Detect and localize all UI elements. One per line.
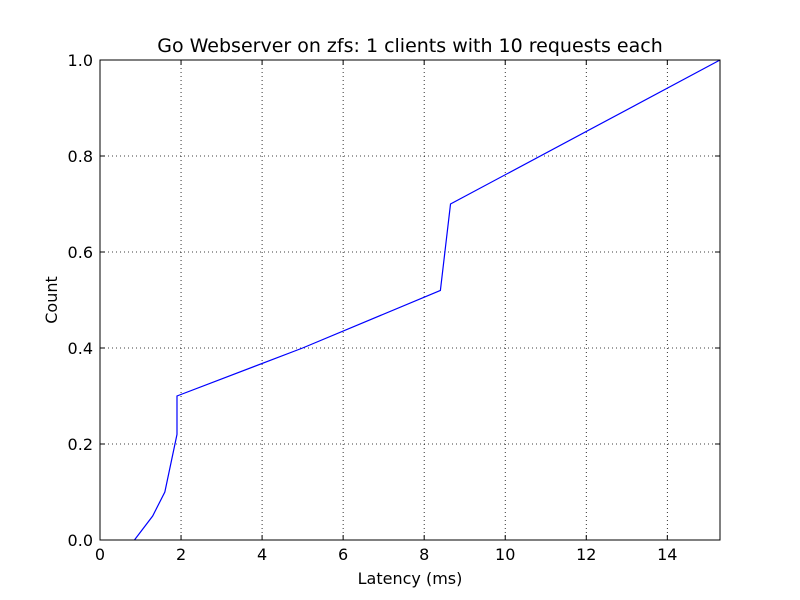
series-line [133,59,721,541]
plot-frame [99,59,721,541]
x-tick-label: 10 [495,545,515,564]
x-tick-label: 12 [576,545,596,564]
x-axis-label: Latency (ms) [358,569,463,588]
y-axis-label: Count [42,276,61,324]
y-tick-label: 0.4 [68,339,93,358]
y-tick-label: 0.0 [68,531,93,550]
y-tick-label: 0.6 [68,243,93,262]
x-tick-label: 14 [657,545,677,564]
chart-title: Go Webserver on zfs: 1 clients with 10 r… [157,35,663,57]
y-tick-label: 0.8 [68,147,93,166]
x-tick-label: 0 [95,545,105,564]
x-tick-label: 8 [419,545,429,564]
x-tick-label: 4 [257,545,267,564]
series-layer [133,59,721,541]
ticks: 0 2 4 6 8 10 12 14 0.0 0.2 0.4 0.6 0.8 1.0 [68,51,720,564]
y-tick-label: 0.2 [68,435,93,454]
x-tick-label: 6 [338,545,348,564]
y-tick-label: 1.0 [68,51,93,70]
grid [99,59,720,541]
x-tick-label: 2 [176,545,186,564]
